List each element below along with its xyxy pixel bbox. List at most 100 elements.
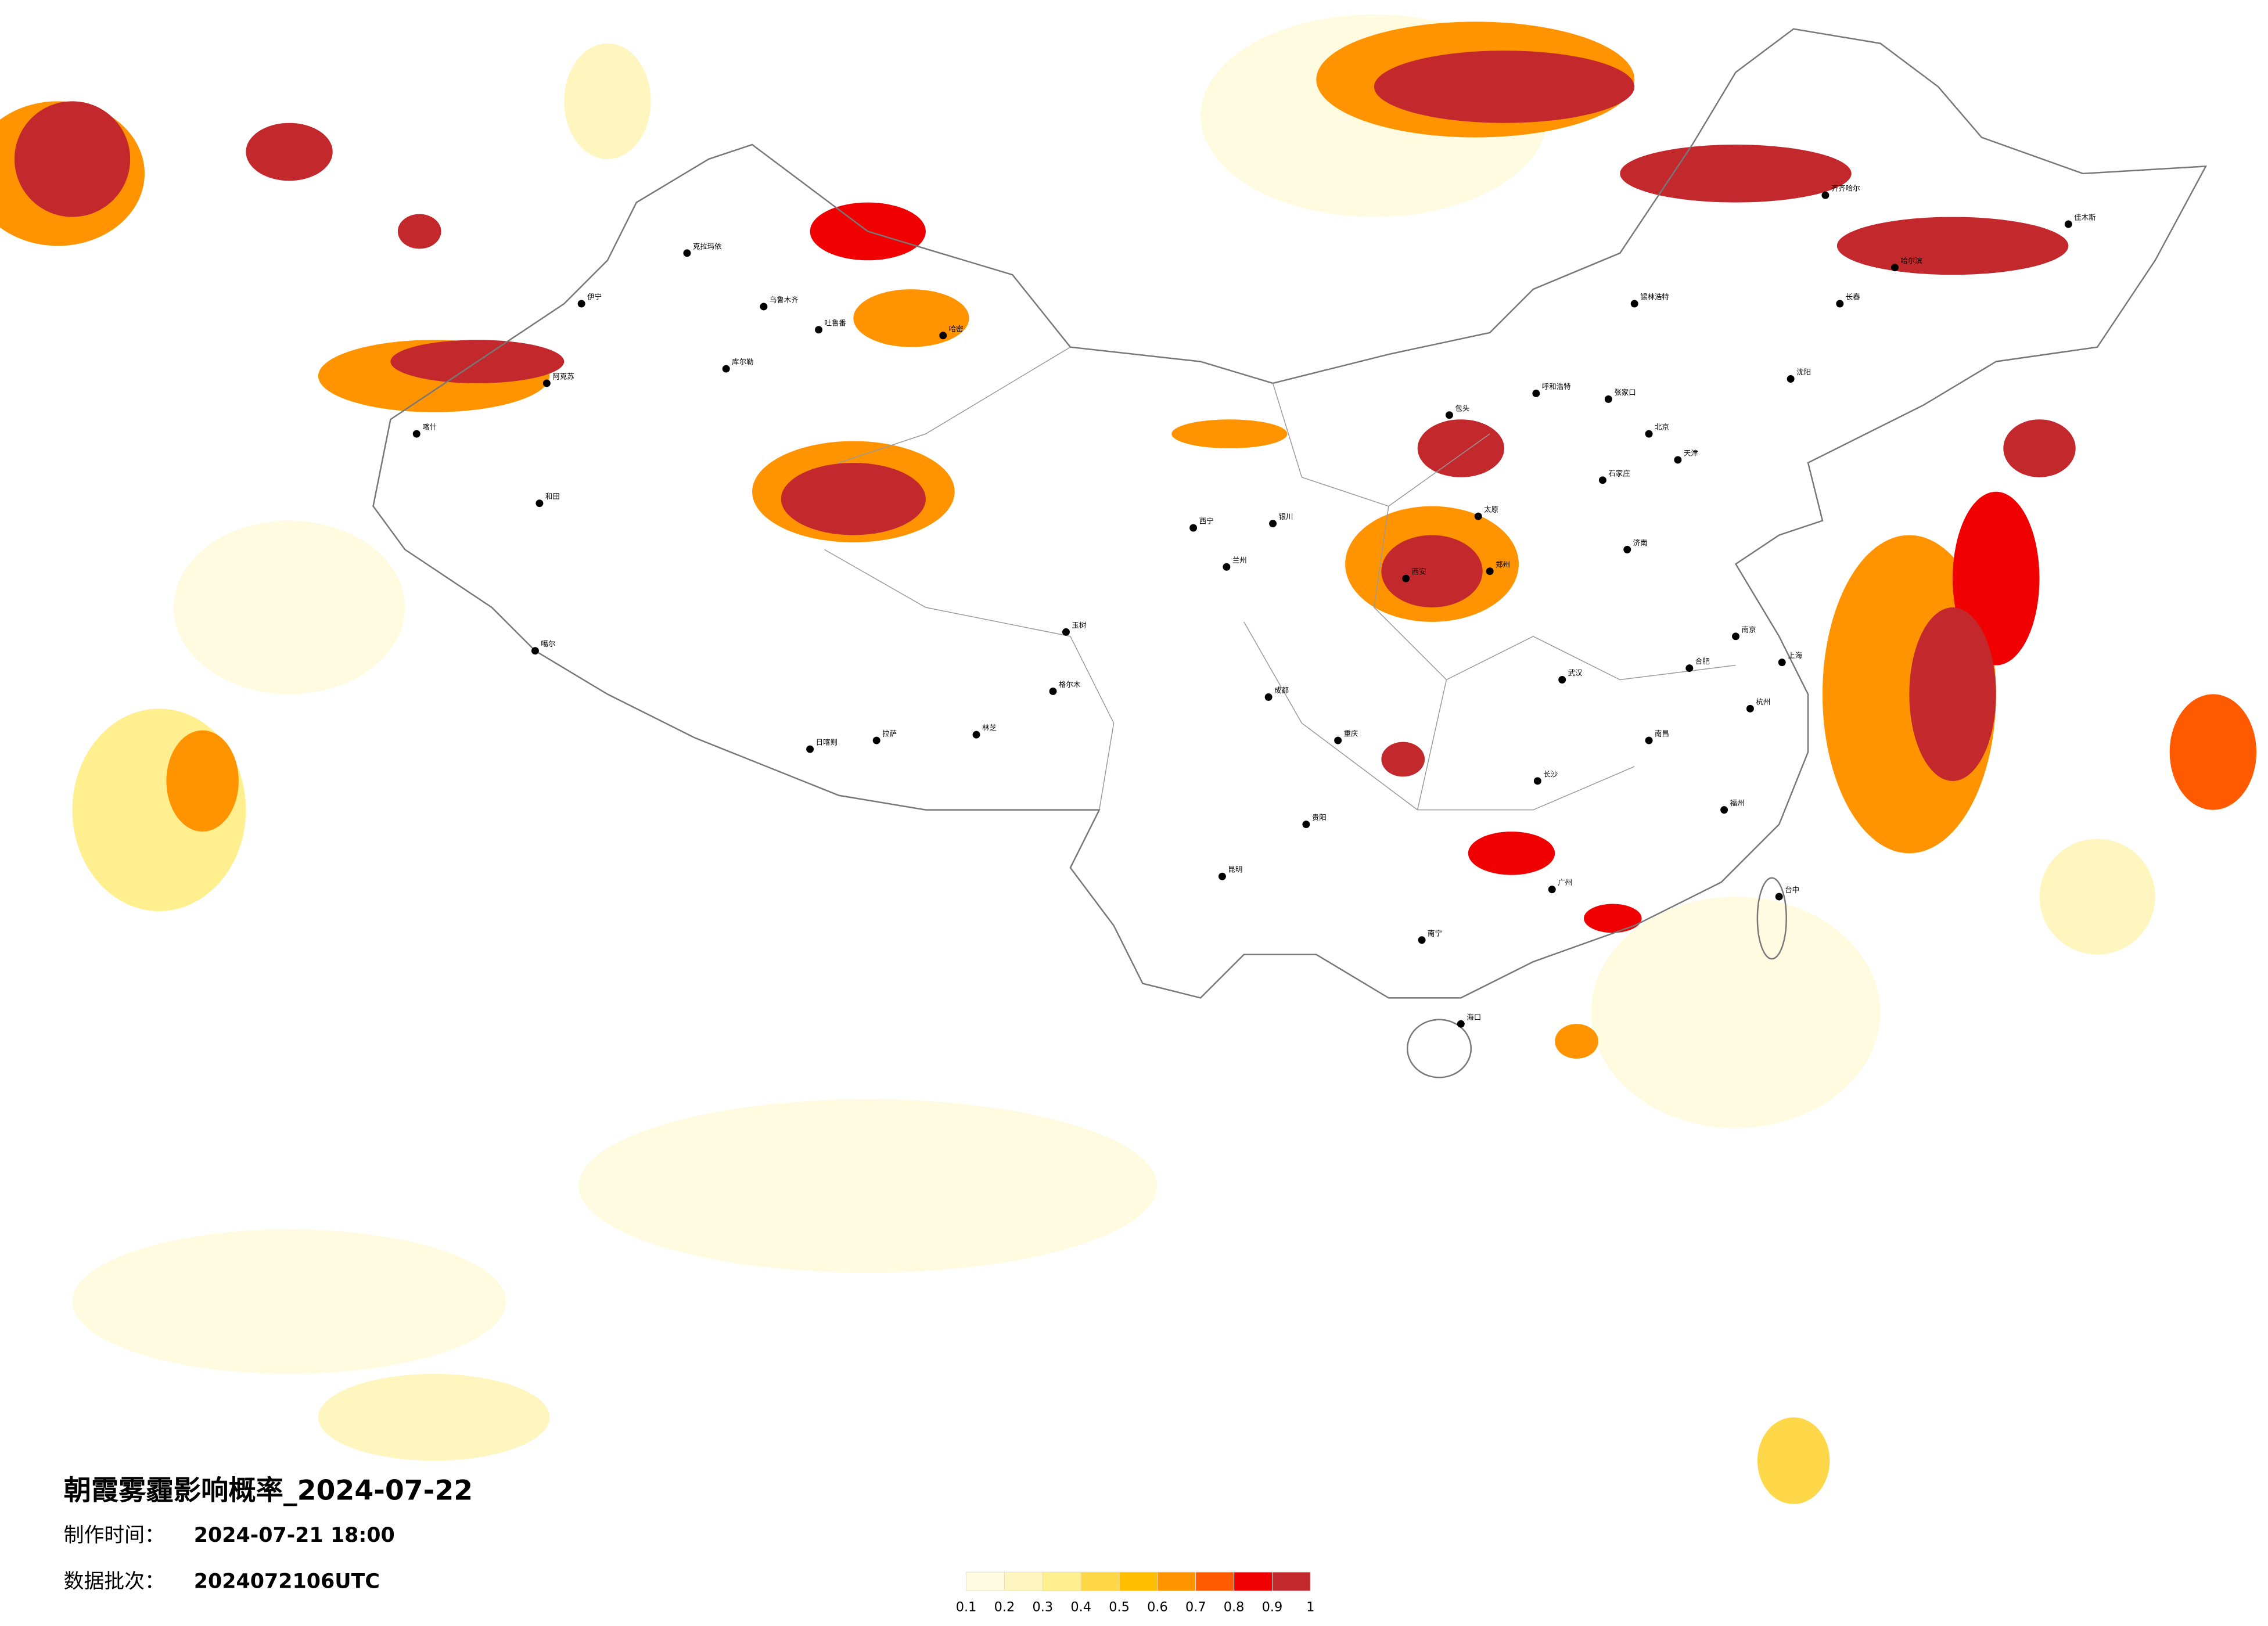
city-label: 西安 <box>1412 567 1426 576</box>
city-label: 哈尔滨 <box>1900 256 1922 265</box>
probability-area <box>1584 904 1642 933</box>
city-dot <box>872 736 880 744</box>
city-dot <box>1778 659 1786 667</box>
probability-area <box>1381 742 1425 777</box>
city-dot <box>1457 1020 1465 1028</box>
legend-tick-label: 0.3 <box>1033 1599 1054 1614</box>
city-dot <box>1775 893 1783 901</box>
city-label: 乌鲁木齐 <box>770 296 799 304</box>
city-dot <box>1264 693 1273 701</box>
made-time: 2024-07-21 18:00 <box>194 1524 395 1547</box>
city-label: 拉萨 <box>882 729 897 738</box>
city-label: 贵阳 <box>1312 813 1327 822</box>
city-dot <box>1558 676 1566 684</box>
city-dot <box>535 499 544 508</box>
city-dot <box>1604 395 1612 403</box>
legend-tick-label: 0.9 <box>1262 1599 1283 1614</box>
city-dot <box>1598 476 1606 484</box>
city-dot <box>1623 545 1631 553</box>
taiwan-border <box>1756 877 1787 960</box>
probability-area <box>1374 51 1635 123</box>
legend-tick-label: 0.1 <box>956 1599 977 1614</box>
city-label: 北京 <box>1655 423 1669 431</box>
city-dot <box>1533 777 1541 785</box>
city-label: 海口 <box>1467 1013 1481 1021</box>
probability-area <box>1591 897 1881 1128</box>
batch-value: 2024072106UTC <box>194 1570 380 1593</box>
legend-swatch <box>1004 1571 1043 1591</box>
city-label: 克拉玛依 <box>693 242 722 250</box>
hainan-border <box>1406 1019 1472 1078</box>
city-label: 太原 <box>1484 505 1498 514</box>
legend-swatch <box>1080 1571 1120 1591</box>
city-dot <box>1418 936 1426 944</box>
city-label: 南宁 <box>1428 929 1442 937</box>
legend-swatch <box>1119 1571 1158 1591</box>
city-dot <box>1218 872 1226 880</box>
probability-area <box>781 462 926 535</box>
city-label: 张家口 <box>1614 388 1636 397</box>
legend-swatch <box>1042 1571 1081 1591</box>
probability-area <box>1836 217 2069 275</box>
probability-area <box>1620 145 1852 203</box>
city-dot <box>1049 687 1057 695</box>
city-dot <box>760 303 768 311</box>
city-dot <box>1645 430 1653 438</box>
made-label: 制作时间： <box>64 1524 165 1547</box>
city-dot <box>577 300 585 308</box>
city-label: 石家庄 <box>1608 469 1630 477</box>
city-label: 南京 <box>1741 625 1756 634</box>
probability-area <box>166 730 239 832</box>
city-label: 郑州 <box>1496 560 1510 569</box>
city-label: 南昌 <box>1655 729 1669 738</box>
city-label: 广州 <box>1558 878 1572 887</box>
city-label: 天津 <box>1684 448 1698 457</box>
city-label: 玉树 <box>1072 621 1086 629</box>
city-dot <box>1732 632 1739 641</box>
legend-tick-label: 0.4 <box>1070 1599 1091 1614</box>
city-label: 西宁 <box>1199 517 1214 526</box>
city-label: 重庆 <box>1344 729 1358 738</box>
city-label: 合肥 <box>1695 657 1710 665</box>
legend-tick-label: 0.2 <box>994 1599 1015 1614</box>
probability-area <box>72 1229 506 1374</box>
probability-area <box>1468 832 1555 875</box>
probability-area <box>1757 1417 1830 1505</box>
city-label: 库尔勒 <box>732 358 753 366</box>
city-label: 包头 <box>1455 404 1469 412</box>
city-dot <box>1674 456 1682 464</box>
legend-tick-label: 0.6 <box>1147 1599 1168 1614</box>
city-label: 福州 <box>1730 798 1745 807</box>
batch-label: 数据批次： <box>64 1570 165 1593</box>
city-label: 杭州 <box>1756 697 1770 706</box>
city-label: 格尔木 <box>1059 680 1081 689</box>
probability-area <box>853 289 969 347</box>
probability-area <box>1417 419 1505 477</box>
city-label: 武汉 <box>1568 668 1583 677</box>
city-dot <box>1746 704 1754 713</box>
city-label: 上海 <box>1788 651 1802 660</box>
city-dot <box>542 379 551 387</box>
probability-area <box>2039 839 2155 955</box>
legend: 0.1 0.2 0.3 0.4 0.5 0.6 0.7 0.8 0.9 1 <box>956 1571 1314 1614</box>
city-label: 哈密 <box>949 324 964 333</box>
city-label: 银川 <box>1279 512 1293 521</box>
city-dot <box>939 332 947 340</box>
city-dot <box>1685 664 1694 672</box>
city-dot <box>1445 411 1453 419</box>
city-dot <box>1402 574 1410 582</box>
city-dot <box>531 647 539 655</box>
city-dot <box>1062 628 1070 636</box>
probability-area <box>578 1099 1158 1273</box>
city-dot <box>1223 563 1231 571</box>
probability-area <box>1909 607 1996 781</box>
city-dot <box>1836 300 1844 308</box>
city-label: 伊宁 <box>587 293 602 301</box>
city-label: 昆明 <box>1228 865 1242 874</box>
legend-swatch <box>966 1571 1005 1591</box>
city-dot <box>1787 375 1795 383</box>
city-dot <box>806 745 814 753</box>
legend-swatch <box>1195 1571 1235 1591</box>
